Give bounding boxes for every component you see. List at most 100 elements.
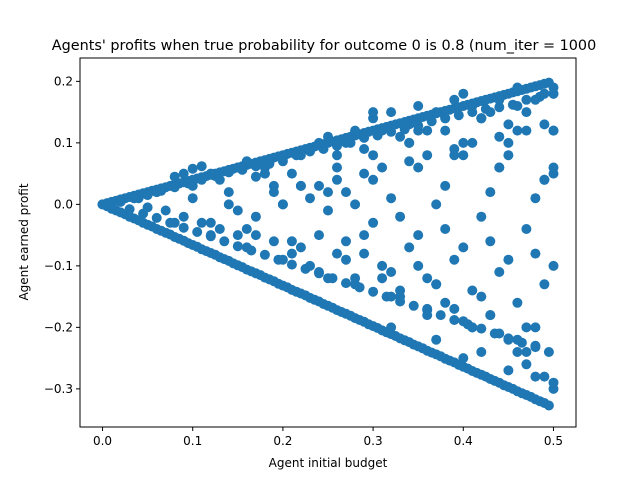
y-tick-label: 0.1 xyxy=(54,136,73,150)
scatter-point xyxy=(277,199,288,210)
scatter-point xyxy=(467,101,478,111)
scatter-point xyxy=(503,150,514,161)
scatter-point xyxy=(440,180,451,191)
scatter-point xyxy=(413,260,424,271)
scatter-point xyxy=(133,193,144,204)
scatter-point xyxy=(377,125,388,136)
scatter-point xyxy=(485,236,496,247)
scatter-point xyxy=(449,94,460,105)
scatter-point xyxy=(404,156,415,167)
scatter-point xyxy=(512,101,523,111)
scatter-point xyxy=(458,242,469,253)
scatter-point xyxy=(196,161,207,172)
scatter-point xyxy=(539,88,550,99)
scatter-point xyxy=(178,168,189,179)
scatter-point xyxy=(151,187,162,198)
scatter-point xyxy=(250,211,261,222)
scatter-point xyxy=(323,187,333,198)
chart-title: Agents' profits when true probability fo… xyxy=(52,38,597,54)
scatter-point xyxy=(548,88,559,99)
scatter-point xyxy=(368,286,379,297)
scatter-point xyxy=(314,230,324,241)
scatter-point xyxy=(449,315,460,325)
scatter-point xyxy=(359,230,370,241)
scatter-point xyxy=(539,371,550,382)
scatter-point xyxy=(521,322,532,333)
scatter-point xyxy=(223,165,234,176)
scatter-point xyxy=(494,328,505,339)
scatter-point xyxy=(485,187,496,198)
scatter-point xyxy=(395,211,406,222)
scatter-point xyxy=(476,291,487,302)
scatter-point xyxy=(458,150,469,161)
scatter-point xyxy=(277,156,288,167)
scatter-point xyxy=(241,224,252,234)
y-tick-label: −0.2 xyxy=(44,320,73,334)
scatter-point xyxy=(214,224,225,234)
scatter-point xyxy=(458,137,469,148)
scatter-point xyxy=(539,174,550,185)
scatter-point xyxy=(232,162,243,173)
scatter-point xyxy=(386,322,397,333)
scatter-point xyxy=(413,101,424,111)
scatter-point xyxy=(368,174,379,185)
scatter-point xyxy=(386,267,397,277)
scatter-point xyxy=(187,180,198,191)
scatter-point xyxy=(467,137,478,148)
scatter-point xyxy=(332,150,342,161)
scatter-point xyxy=(422,273,433,284)
scatter-point xyxy=(223,187,234,198)
scatter-point xyxy=(413,125,424,136)
scatter-point xyxy=(323,273,333,284)
scatter-point xyxy=(214,174,225,185)
scatter-point xyxy=(476,347,487,357)
scatter-point xyxy=(142,190,153,201)
scatter-point xyxy=(169,217,180,228)
scatter-point xyxy=(521,94,532,105)
x-tick-label: 0.5 xyxy=(544,434,563,448)
scatter-point xyxy=(543,400,554,411)
scatter-point xyxy=(305,193,315,204)
scatter-point xyxy=(359,132,370,143)
scatter-point xyxy=(449,150,460,161)
scatter-point xyxy=(305,144,315,154)
scatter-point xyxy=(169,171,180,182)
scatter-point xyxy=(440,297,451,308)
scatter-point xyxy=(435,310,446,321)
scatter-point xyxy=(440,125,451,136)
scatter-point xyxy=(548,260,559,271)
scatter-point xyxy=(295,242,306,253)
scatter-point xyxy=(503,254,514,265)
scatter-point xyxy=(512,82,523,93)
scatter-point xyxy=(422,150,433,161)
scatter-point xyxy=(205,217,216,228)
scatter-point xyxy=(503,119,514,130)
scatter-point xyxy=(512,334,523,345)
scatter-point xyxy=(431,334,442,345)
scatter-point xyxy=(449,303,460,314)
scatter-point xyxy=(494,131,505,142)
scatter-point xyxy=(377,260,388,271)
scatter-point xyxy=(286,168,297,179)
scatter-point xyxy=(453,110,464,121)
scatter-point xyxy=(494,162,505,173)
x-tick-label: 0.4 xyxy=(454,434,473,448)
scatter-point xyxy=(359,144,370,154)
scatter-point xyxy=(413,162,424,173)
scatter-point xyxy=(467,285,478,296)
scatter-point xyxy=(404,242,415,253)
scatter-point xyxy=(512,297,523,308)
scatter-point xyxy=(408,300,419,311)
scatter-point xyxy=(277,254,288,265)
scatter-point xyxy=(259,249,270,260)
scatter-point xyxy=(467,322,478,333)
scatter-point xyxy=(440,113,451,124)
y-axis-label: Agent earned profit xyxy=(17,183,31,300)
scatter-point xyxy=(476,211,487,222)
x-axis-label: Agent initial budget xyxy=(269,456,388,470)
x-tick-label: 0.1 xyxy=(183,434,202,448)
scatter-point xyxy=(250,230,261,241)
scatter-point xyxy=(232,230,243,241)
scatter-point xyxy=(494,94,505,105)
scatter-point xyxy=(286,259,297,270)
